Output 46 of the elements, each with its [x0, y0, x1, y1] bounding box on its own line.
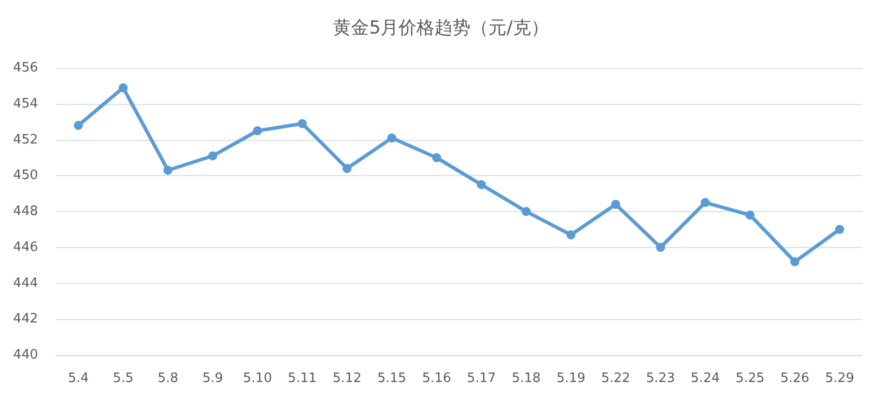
x-tick-label: 5.24	[690, 371, 720, 386]
x-tick-label: 5.18	[512, 371, 541, 386]
x-tick-label: 5.29	[825, 371, 854, 386]
point	[566, 230, 576, 240]
point	[74, 120, 83, 130]
point	[611, 200, 620, 209]
y-tick-label: 454	[13, 96, 38, 112]
x-tick-label: 5.16	[422, 371, 452, 386]
x-tick-label: 5.23	[646, 371, 675, 386]
x-tick-label: 5.15	[377, 371, 406, 386]
chart-title: 黄金5月价格趋势（元/克）	[333, 18, 549, 38]
point	[656, 242, 665, 252]
point	[790, 257, 800, 266]
y-tick-label: 452	[13, 132, 38, 148]
y-tick-label: 456	[13, 60, 38, 76]
point	[700, 198, 710, 208]
y-tick-label: 444	[13, 276, 38, 291]
point	[387, 133, 396, 142]
x-tick-label: 5.11	[288, 371, 317, 386]
x-tick-label: 5.22	[601, 371, 630, 386]
point	[208, 151, 218, 160]
x-tick-label: 5.26	[780, 371, 810, 386]
y-tick-label: 450	[13, 168, 38, 184]
x-tick-label: 5.4	[68, 371, 89, 386]
x-tick-label: 5.19	[556, 371, 586, 386]
point	[522, 207, 531, 216]
x-tick-label: 5.17	[466, 371, 496, 386]
x-tick-label: 5.10	[243, 371, 272, 386]
point	[118, 83, 128, 92]
point	[432, 153, 442, 162]
y-tick-label: 440	[13, 348, 38, 362]
point	[253, 126, 262, 136]
x-tick-label: 5.12	[332, 371, 362, 386]
point	[163, 166, 172, 175]
point	[298, 119, 307, 128]
point	[342, 164, 352, 173]
y-tick-label: 448	[13, 204, 38, 219]
point	[835, 224, 844, 234]
x-tick-label: 5.25	[736, 371, 765, 386]
point	[476, 180, 486, 190]
x-tick-label: 5.9	[202, 371, 224, 386]
y-tick-label: 442	[13, 312, 38, 327]
x-tick-label: 5.5	[112, 371, 134, 386]
point	[746, 210, 755, 220]
x-tick-label: 5.8	[158, 371, 178, 386]
y-tick-label: 446	[13, 240, 38, 255]
